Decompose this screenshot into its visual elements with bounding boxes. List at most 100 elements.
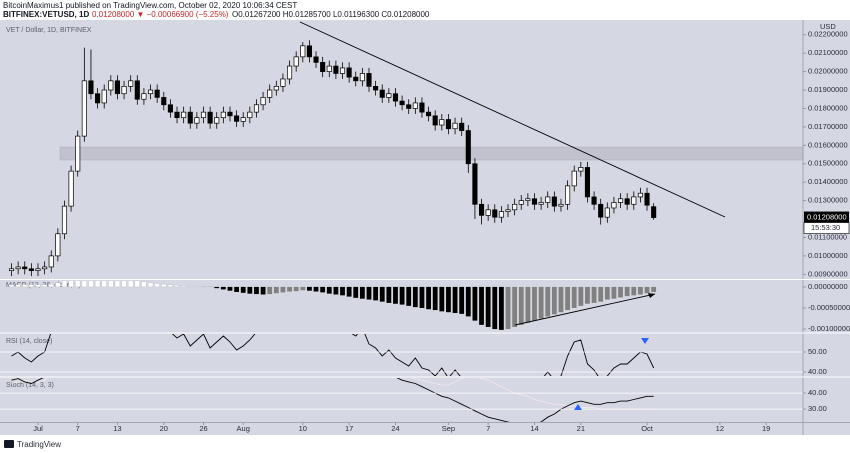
plot-layer: 0.02200000 0.02100000 0.02000000 0.01900000…: [0, 30, 850, 433]
candle-body: [313, 56, 319, 63]
symbol: BITFINEX:VETUSD, 1D: [3, 10, 89, 19]
y-tick-label: 0.01000000: [808, 251, 848, 260]
candle-body: [300, 45, 306, 58]
candle-body: [399, 100, 405, 106]
macd-bar: [22, 284, 28, 288]
macd-bar: [412, 286, 418, 308]
macd-bar: [651, 286, 657, 292]
candle-body: [624, 198, 630, 205]
x-tick-label: 14: [530, 424, 538, 433]
macd-bar: [141, 281, 147, 288]
macd-bar: [439, 286, 445, 312]
candle-body: [75, 135, 81, 172]
macd-bar: [240, 286, 246, 293]
macd-bar: [121, 281, 127, 288]
macd-bar: [618, 286, 623, 298]
arrow-head: [648, 293, 655, 298]
macd-bar: [260, 286, 266, 295]
candle-body: [207, 111, 213, 124]
macd-bar: [373, 286, 379, 301]
macd-bar: [227, 286, 233, 291]
macd-bar: [366, 286, 372, 300]
macd-bar: [147, 282, 154, 288]
candle-body: [618, 198, 624, 203]
price-label: 0.01208000: [807, 213, 847, 222]
y-tick-label: 0.00900000: [808, 269, 848, 278]
macd-bar: [181, 285, 187, 288]
candle-body: [121, 85, 127, 95]
candle-body: [558, 203, 564, 207]
macd-bar: [128, 281, 134, 288]
macd-bar: [108, 281, 114, 288]
candle-body: [15, 266, 21, 270]
rsi-pane: [11, 334, 655, 376]
candle-body: [134, 80, 140, 100]
candle-body: [293, 56, 299, 67]
macd-bar: [545, 286, 551, 317]
price-label-box: [804, 211, 849, 223]
candle-body: [227, 111, 233, 117]
macd-bar: [604, 286, 610, 300]
x-tick-label: 24: [391, 424, 399, 433]
candle-body: [611, 202, 617, 209]
macd-bar: [340, 286, 345, 296]
candle-body: [61, 205, 68, 235]
candle-body: [174, 111, 180, 119]
candle-body: [445, 119, 451, 130]
y-tick-label: 0.01500000: [808, 159, 848, 168]
candle-body: [373, 85, 379, 91]
candle-body: [346, 67, 352, 78]
candle-body: [525, 198, 531, 201]
macd-bar: [167, 284, 173, 288]
x-tick-label: 26: [199, 424, 207, 433]
candle-body: [181, 111, 187, 119]
candle-body: [167, 104, 173, 113]
candle-body: [95, 93, 101, 104]
macd-bar: [88, 281, 94, 288]
y-tick-label: 0.01800000: [808, 103, 848, 112]
candle-body: [452, 122, 458, 130]
macd-bar: [479, 286, 484, 325]
macd-bar: [432, 286, 438, 311]
macd-bar: [313, 286, 319, 292]
candle-body: [551, 196, 557, 207]
macd-bar: [75, 281, 81, 288]
macd-bar: [287, 286, 292, 292]
macd-bar: [346, 286, 352, 297]
macd-bar: [273, 286, 279, 294]
candle-body: [273, 85, 279, 91]
price-pane: [8, 40, 657, 277]
macd-bar: [518, 286, 524, 325]
candle-body: [492, 209, 498, 218]
macd-bar: [538, 286, 544, 319]
y-tick-label: 0.01700000: [808, 122, 848, 131]
candle-body: [267, 89, 273, 98]
candle-body: [128, 80, 134, 87]
trendline: [299, 21, 726, 218]
candle-body: [88, 80, 94, 95]
macd-bar: [459, 286, 465, 314]
candle-body: [147, 89, 154, 95]
macd-bar: [42, 284, 48, 288]
candle-body: [326, 65, 332, 72]
macd-bar: [465, 286, 471, 317]
candle-body: [578, 167, 584, 172]
macd-bar: [293, 286, 299, 292]
macd-bar: [393, 286, 398, 304]
candle-body: [366, 73, 372, 87]
candle-body: [584, 167, 591, 198]
change: 0.01208000 ▼ −0.00066900 (−5.25%): [92, 10, 229, 19]
y-tick-label: 40.00: [808, 388, 827, 397]
candle-body: [200, 111, 207, 119]
x-tick-label: 20: [160, 424, 168, 433]
candle-body: [412, 102, 418, 109]
candle-body: [565, 185, 571, 205]
candle-body: [339, 67, 346, 74]
macd-bar: [585, 286, 590, 304]
candle-body: [306, 45, 312, 58]
candle-body: [465, 130, 471, 165]
macd-bar: [55, 282, 61, 288]
candle-body: [591, 196, 597, 205]
candle-body: [531, 198, 538, 205]
